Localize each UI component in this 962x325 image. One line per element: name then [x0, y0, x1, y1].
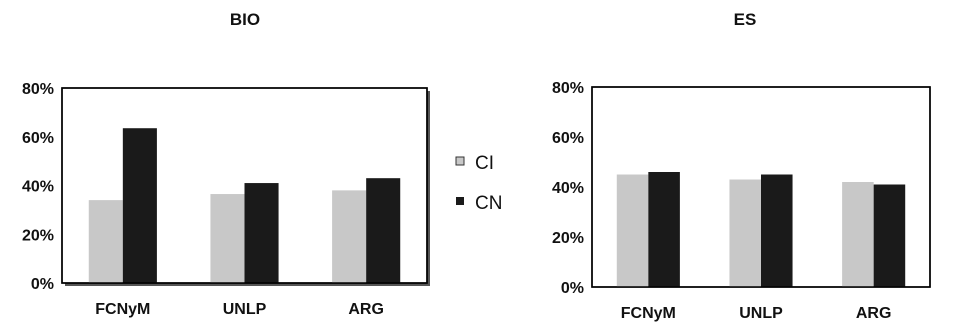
bio-bar-cn-fcnym — [122, 128, 157, 283]
bio-ytick-label: 0% — [31, 276, 54, 293]
es-category-label: UNLP — [739, 305, 783, 322]
bio-category-label: ARG — [348, 301, 384, 318]
es-bar-ci-fcnym — [616, 174, 649, 287]
bio-ytick-label: 80% — [22, 81, 54, 98]
legend-swatch-ci — [455, 156, 465, 166]
es-category-label: ARG — [856, 305, 892, 322]
bio-category-label: UNLP — [223, 301, 267, 318]
bio-chart: BIO 0% 20% 40% 60% 80% FCNyM UNLP ARG — [22, 10, 430, 318]
bio-bar-cn-unlp — [244, 183, 279, 283]
bio-bar-cn-arg — [366, 178, 401, 283]
legend-label-cn: CN — [475, 193, 502, 214]
es-chart-title: ES — [734, 10, 757, 29]
bio-bar-ci-fcnym — [88, 200, 123, 283]
legend: CI CN — [455, 153, 502, 214]
es-bar-cn-arg — [873, 184, 906, 287]
es-ytick-label: 60% — [552, 130, 584, 147]
es-ytick-label: 40% — [552, 180, 584, 197]
es-chart: ES 0% 20% 40% 60% 80% FCNyM UNLP ARG — [552, 10, 931, 322]
bio-ytick-label: 20% — [22, 227, 54, 244]
bio-ytick-label: 40% — [22, 179, 54, 196]
es-ytick-label: 80% — [552, 80, 584, 97]
es-category-label: FCNyM — [621, 305, 676, 322]
es-bar-cn-unlp — [761, 174, 793, 287]
es-bar-ci-arg — [842, 182, 874, 287]
es-bar-ci-unlp — [729, 179, 761, 287]
legend-swatch-cn — [456, 197, 464, 205]
es-plot-border — [591, 86, 931, 288]
bio-plot-border — [61, 87, 428, 284]
es-ytick-label: 0% — [561, 280, 584, 297]
bio-chart-title: BIO — [230, 10, 260, 29]
legend-label-ci: CI — [475, 153, 494, 174]
es-ytick-label: 20% — [552, 230, 584, 247]
bio-bar-ci-unlp — [210, 194, 245, 283]
bio-ytick-label: 60% — [22, 130, 54, 147]
es-bar-cn-fcnym — [648, 172, 680, 287]
bio-bar-ci-arg — [332, 190, 367, 283]
bio-category-label: FCNyM — [95, 301, 150, 318]
